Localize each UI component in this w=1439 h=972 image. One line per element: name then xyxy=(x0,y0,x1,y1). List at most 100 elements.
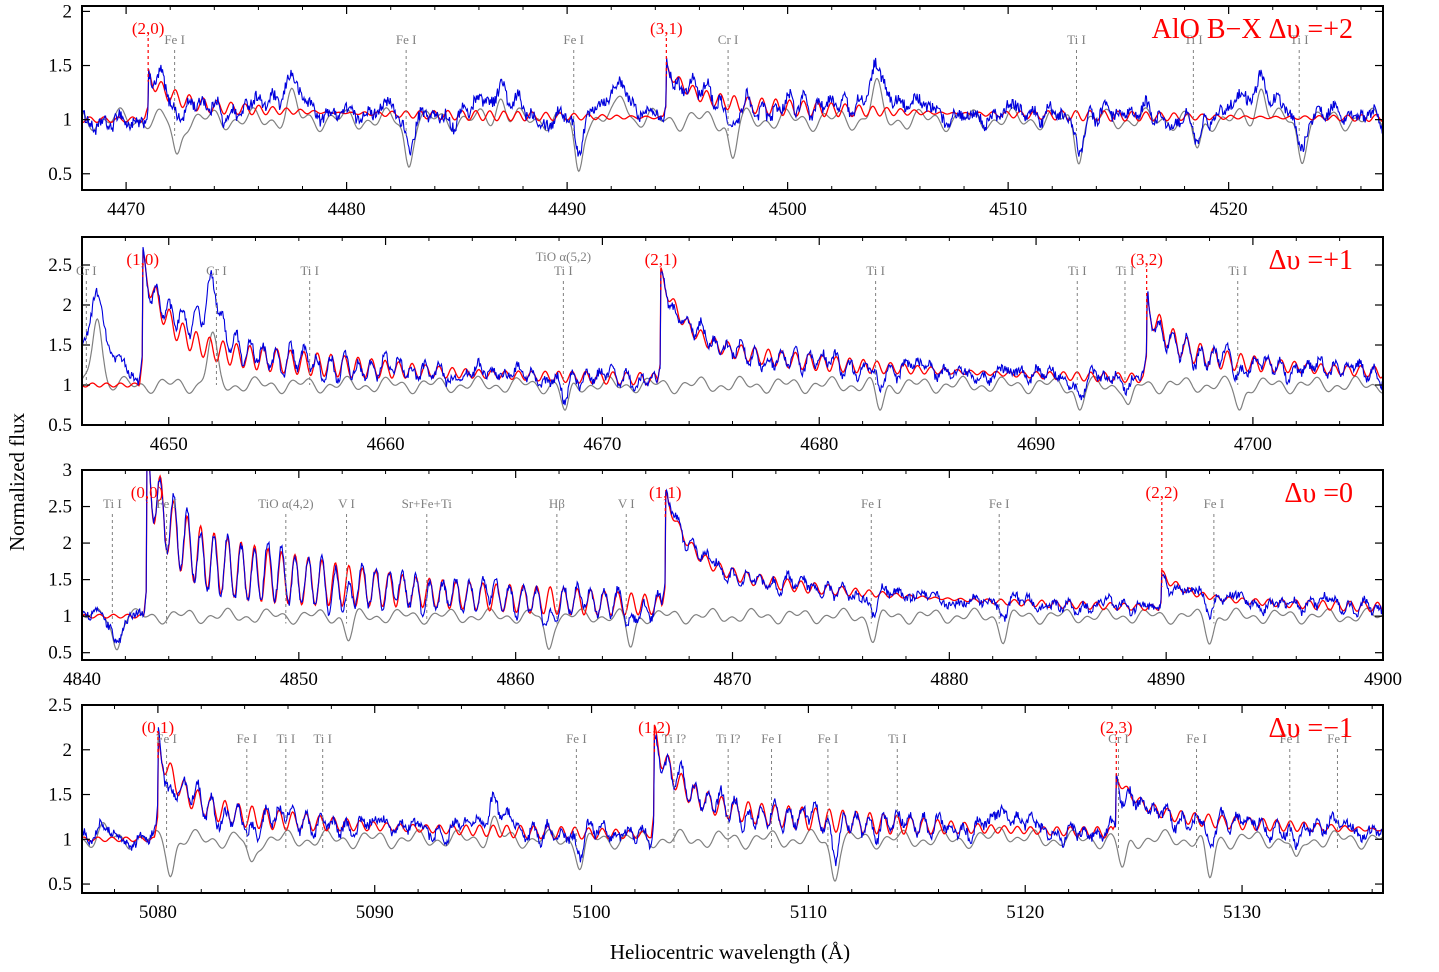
y-tick-label: 0.5 xyxy=(48,415,72,436)
x-tick-label: 4850 xyxy=(280,669,318,690)
x-tick-label: 5100 xyxy=(573,902,611,923)
y-tick-label: 1 xyxy=(63,375,73,396)
line-id-sublabel: Ti I xyxy=(554,263,573,278)
x-tick-label: 4680 xyxy=(800,434,838,455)
y-tick-label: 1.5 xyxy=(48,570,72,591)
template-spectrum-line xyxy=(82,815,1383,882)
x-tick-label: 4520 xyxy=(1210,199,1248,220)
observed-spectrum-line xyxy=(82,727,1383,867)
y-axis-title: Normalized flux xyxy=(5,412,29,551)
band-head-label: (2,1) xyxy=(645,250,678,269)
x-tick-label: 4470 xyxy=(107,199,145,220)
line-id-label: Ti I xyxy=(888,731,907,746)
y-tick-label: 1.5 xyxy=(48,56,72,77)
x-tick-label: 4700 xyxy=(1234,434,1272,455)
x-tick-label: 4670 xyxy=(583,434,621,455)
band-head-label: (2,3) xyxy=(1100,718,1133,737)
x-tick-label: 5110 xyxy=(790,902,827,923)
spectra-lines xyxy=(82,470,1383,651)
y-tick-label: 2 xyxy=(63,740,73,761)
line-id-label: Fe I xyxy=(563,32,584,47)
line-id-label: Fe I xyxy=(1279,731,1300,746)
x-tick-label: 4870 xyxy=(714,669,752,690)
observed-spectrum-line xyxy=(82,470,1383,644)
panels: 4470 4480 4490 4500 4510 4520 0.5 1 1.5 2 Fe I Fe I… xyxy=(48,1,1402,923)
panel-1: 4470 4480 4490 4500 4510 4520 0.5 1 1.5 2 Fe I Fe I… xyxy=(48,1,1384,220)
line-id-label: Fe I xyxy=(164,32,185,47)
x-tick-label: 5120 xyxy=(1006,902,1044,923)
line-id-label: Fe I xyxy=(1186,731,1207,746)
x-tick-label: 4690 xyxy=(1017,434,1055,455)
line-id-label: Ti I xyxy=(1228,263,1247,278)
line-id-label: Ti I xyxy=(866,263,885,278)
band-head-label: (3,2) xyxy=(1130,250,1163,269)
line-id-label: Fe I xyxy=(861,496,882,511)
panel-title: Δυ =+1 xyxy=(1269,245,1353,276)
model-spectrum-line xyxy=(82,249,1383,388)
x-tick-label: 4890 xyxy=(1147,669,1185,690)
line-id-label: Ti I? xyxy=(662,731,687,746)
spectra-lines xyxy=(82,724,1383,882)
y-tick-label: 0.5 xyxy=(48,874,72,895)
y-tick-label: 0.5 xyxy=(48,643,72,664)
band-head-label: (0,1) xyxy=(142,718,175,737)
panel-4: 5080 5090 5100 5110 5120 5130 0.5 1 1.5 2 2.5 Fe I F… xyxy=(48,695,1384,923)
y-tick-label: 2.5 xyxy=(48,497,72,518)
line-id-label: Hβ xyxy=(549,496,565,511)
line-id-label: Ti I xyxy=(1184,32,1203,47)
x-tick-label: 5080 xyxy=(139,902,177,923)
y-tick-label: 2 xyxy=(63,295,73,316)
x-tick-label: 5130 xyxy=(1223,902,1261,923)
y-tick-label: 1.5 xyxy=(48,785,72,806)
line-id-label: Cr I xyxy=(206,263,227,278)
y-tick-label: 1 xyxy=(63,110,73,131)
line-id-label: Cr I xyxy=(718,32,739,47)
plot-frame xyxy=(81,5,1384,191)
panel-3: 4840 4850 4860 4870 4880 4890 4900 0.5 1 1.5 2 2.5 3… xyxy=(48,460,1402,690)
x-tick-label: 4660 xyxy=(367,434,405,455)
x-tick-label: 4860 xyxy=(497,669,535,690)
line-id-label: Ti I xyxy=(103,496,122,511)
line-id-label: Ti I xyxy=(1290,32,1309,47)
panel-title: AlO B−X Δυ =+2 xyxy=(1152,14,1353,45)
x-tick-label: 4480 xyxy=(328,199,366,220)
y-tick-label: 0.5 xyxy=(48,164,72,185)
line-id-label: V I xyxy=(618,496,635,511)
band-head-label: (2,2) xyxy=(1146,483,1179,502)
x-axis-title: Heliocentric wavelength (Å) xyxy=(610,940,850,964)
x-tick-label: 5090 xyxy=(356,902,394,923)
line-id-label: Fe I xyxy=(1204,496,1225,511)
x-tick-label: 4510 xyxy=(989,199,1027,220)
y-tick-label: 2.5 xyxy=(48,695,72,716)
spectra-lines xyxy=(82,247,1383,411)
template-spectrum-line xyxy=(82,607,1383,651)
spectra-lines xyxy=(82,57,1383,173)
y-tick-label: 3 xyxy=(63,460,73,481)
y-tick-label: 1 xyxy=(63,606,73,627)
x-tick-label: 4650 xyxy=(150,434,188,455)
line-id-label: Sr+Fe+Ti xyxy=(402,496,453,511)
line-id-label: Fe I xyxy=(761,731,782,746)
line-id-label: Fe I xyxy=(236,731,257,746)
line-id-label: Fe I xyxy=(156,496,177,511)
x-tick-label: 4490 xyxy=(548,199,586,220)
plot-frame xyxy=(81,236,1384,426)
line-id-label: TiO α(4,2) xyxy=(258,496,313,511)
panel-2: 4650 4660 4670 4680 4690 4700 0.5 1 1.5 2 2.5 Cr I C… xyxy=(48,236,1384,455)
line-id-label: Fe I xyxy=(1327,731,1348,746)
observed-spectrum-line xyxy=(82,57,1383,157)
x-tick-label: 4900 xyxy=(1364,669,1402,690)
line-id-label: Ti I xyxy=(1067,32,1086,47)
model-spectrum-line xyxy=(82,470,1383,619)
y-tick-label: 1.5 xyxy=(48,335,72,356)
panel-title: Δυ =0 xyxy=(1284,478,1353,509)
line-id-label: Ti I xyxy=(1116,263,1135,278)
template-spectrum-line xyxy=(82,318,1383,411)
y-tick-label: 2 xyxy=(63,533,73,554)
line-id-label: V I xyxy=(338,496,355,511)
line-id-label: Fe I xyxy=(566,731,587,746)
line-id-label: Cr I xyxy=(1108,731,1129,746)
line-id-label: Fe I xyxy=(818,731,839,746)
line-id-label: Ti I xyxy=(300,263,319,278)
